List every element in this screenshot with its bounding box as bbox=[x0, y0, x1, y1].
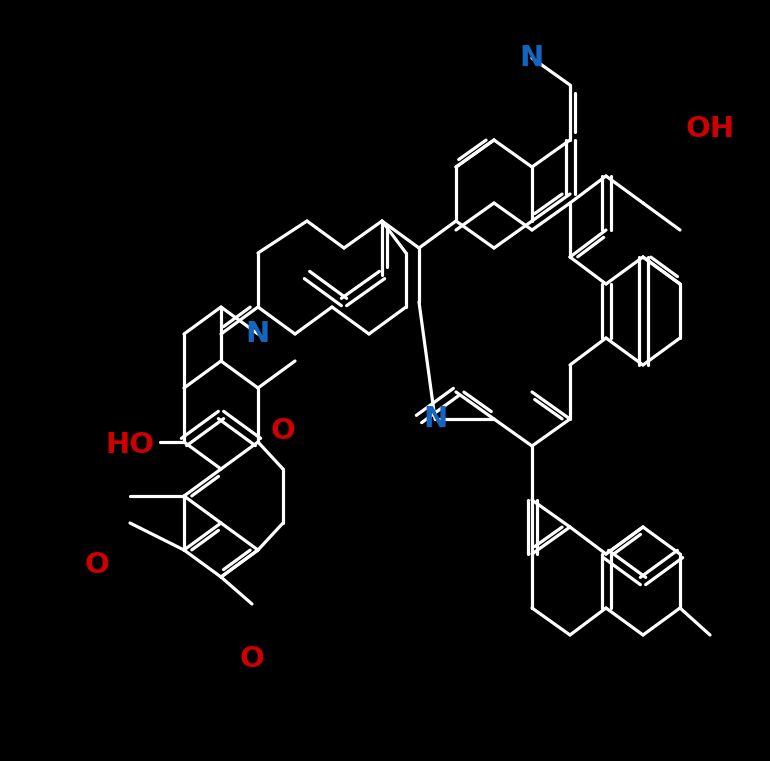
Text: O: O bbox=[239, 645, 264, 673]
Text: OH: OH bbox=[685, 115, 735, 143]
Text: HO: HO bbox=[105, 431, 155, 459]
Text: N: N bbox=[423, 405, 447, 433]
Text: O: O bbox=[270, 417, 296, 445]
Text: O: O bbox=[85, 551, 109, 579]
Text: N: N bbox=[246, 320, 270, 348]
Text: N: N bbox=[520, 44, 544, 72]
